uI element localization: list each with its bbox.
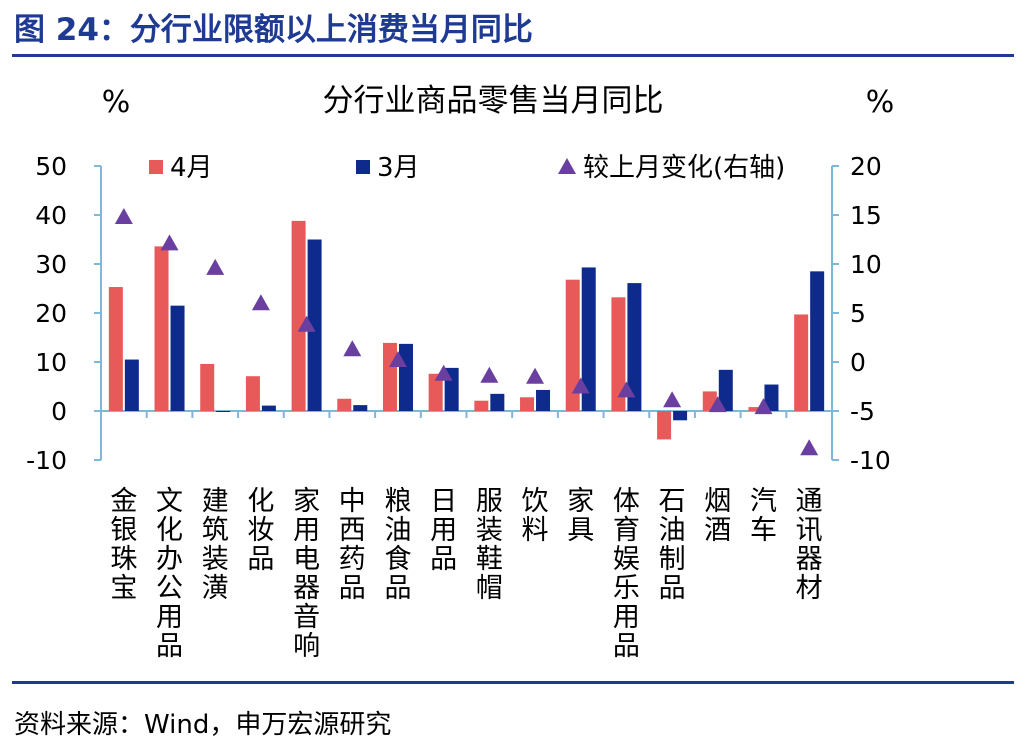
category-label: 体育娱乐用品 bbox=[613, 486, 640, 662]
bar-march bbox=[810, 271, 825, 411]
change-markers bbox=[114, 207, 819, 456]
bar-april bbox=[337, 398, 352, 411]
bar-april bbox=[200, 363, 215, 411]
left-axis-tick-label: 40 bbox=[35, 201, 67, 230]
bar-march bbox=[627, 283, 642, 411]
category-label: 家具 bbox=[567, 486, 594, 546]
bar-march bbox=[398, 343, 413, 411]
bar-march bbox=[673, 411, 688, 421]
change-marker bbox=[343, 340, 362, 357]
bar-april bbox=[657, 411, 672, 440]
bar-march bbox=[581, 267, 596, 411]
left-axis-tick-label: 30 bbox=[35, 250, 67, 279]
figure-title: 图 24：分行业限额以上消费当月同比 bbox=[14, 12, 533, 48]
change-marker bbox=[114, 207, 133, 224]
left-axis-tick-label: 10 bbox=[35, 348, 67, 377]
change-marker bbox=[251, 294, 270, 311]
bar-march bbox=[536, 389, 551, 411]
legend-label-change: 较上月变化(右轴) bbox=[583, 153, 785, 183]
change-marker bbox=[708, 396, 727, 413]
bar-march bbox=[764, 384, 779, 411]
bar-march bbox=[124, 359, 139, 411]
legend-label-march: 3月 bbox=[377, 153, 420, 183]
legend-marker-change bbox=[558, 158, 576, 174]
category-label: 通讯器材 bbox=[796, 486, 823, 604]
legend-label-april: 4月 bbox=[170, 153, 213, 183]
category-label: 文化办公用品 bbox=[156, 486, 183, 662]
bar-april bbox=[428, 373, 443, 411]
change-marker bbox=[526, 367, 545, 384]
bar-april bbox=[748, 407, 763, 411]
chart-title: 分行业商品零售当月同比 bbox=[323, 83, 664, 119]
change-marker bbox=[754, 398, 773, 415]
bar-april bbox=[520, 397, 535, 411]
category-label: 中西药品 bbox=[339, 486, 366, 604]
left-axis: -10 0 10 20 30 40 50 bbox=[26, 152, 102, 475]
bars bbox=[108, 220, 825, 440]
right-axis-tick-label: 10 bbox=[850, 250, 882, 279]
right-axis-unit: % bbox=[866, 85, 895, 120]
right-axis-tick-label: -5 bbox=[850, 397, 875, 426]
right-axis-tick-label: 5 bbox=[850, 299, 866, 328]
right-axis-tick-label: 0 bbox=[850, 348, 866, 377]
bar-march bbox=[718, 369, 733, 411]
category-label: 家用电器音响 bbox=[293, 486, 320, 662]
bar-march bbox=[170, 305, 185, 411]
category-label: 汽车 bbox=[750, 486, 777, 546]
category-label: 金银珠宝 bbox=[110, 486, 137, 604]
title-divider bbox=[12, 54, 1014, 57]
legend: 4月 3月 较上月变化(右轴) bbox=[149, 153, 785, 183]
right-axis-tick-label: 20 bbox=[850, 152, 882, 181]
left-axis-tick-label: -10 bbox=[26, 446, 67, 475]
category-labels: 金银珠宝文化办公用品建筑装潢化妆品家用电器音响中西药品粮油食品日用品服装鞋帽饮料… bbox=[110, 486, 822, 662]
change-marker bbox=[800, 439, 819, 456]
change-marker bbox=[480, 366, 499, 383]
category-label: 服装鞋帽 bbox=[476, 486, 503, 604]
legend-swatch-march bbox=[356, 160, 370, 174]
category-label: 饮料 bbox=[522, 486, 549, 546]
bar-march bbox=[216, 411, 231, 412]
bar-march bbox=[490, 393, 505, 411]
bar-april bbox=[565, 279, 580, 411]
change-marker bbox=[571, 377, 590, 394]
category-label: 建筑装潢 bbox=[202, 486, 229, 604]
category-label: 粮油食品 bbox=[384, 486, 411, 604]
change-marker bbox=[617, 381, 636, 398]
legend-swatch-april bbox=[149, 160, 163, 174]
bar-april bbox=[291, 220, 306, 411]
bar-april bbox=[245, 376, 260, 411]
change-marker bbox=[388, 351, 407, 368]
category-label: 烟酒 bbox=[704, 486, 731, 546]
change-marker bbox=[434, 364, 453, 381]
change-marker bbox=[160, 234, 179, 251]
category-label: 化妆品 bbox=[247, 486, 274, 575]
category-label: 日用品 bbox=[430, 486, 457, 575]
right-axis: -10 -5 0 5 10 15 20 bbox=[831, 152, 891, 475]
left-axis-tick-label: 50 bbox=[35, 152, 67, 181]
left-axis-tick-label: 20 bbox=[35, 299, 67, 328]
source-note: 资料来源：Wind，申万宏源研究 bbox=[14, 710, 392, 740]
bar-april bbox=[474, 400, 489, 411]
bar-april bbox=[611, 297, 626, 411]
bar-april bbox=[382, 342, 397, 411]
bar-april bbox=[154, 246, 169, 411]
bar-march bbox=[261, 405, 276, 411]
category-label: 石油制品 bbox=[659, 486, 686, 604]
left-axis-unit: % bbox=[102, 85, 131, 120]
right-axis-tick-label: -10 bbox=[850, 446, 891, 475]
right-axis-tick-label: 15 bbox=[850, 201, 882, 230]
change-marker bbox=[206, 258, 225, 275]
change-marker bbox=[297, 315, 316, 332]
left-axis-tick-label: 0 bbox=[51, 397, 67, 426]
bar-april bbox=[108, 287, 123, 411]
chart: 分行业商品零售当月同比 % % 4月 3月 较上月变化(右轴) -10 0 10 20… bbox=[26, 83, 895, 662]
bar-april bbox=[794, 314, 809, 411]
change-marker bbox=[663, 391, 682, 408]
bar-march bbox=[307, 239, 322, 411]
source-divider bbox=[12, 681, 1014, 684]
bar-march bbox=[353, 405, 368, 411]
